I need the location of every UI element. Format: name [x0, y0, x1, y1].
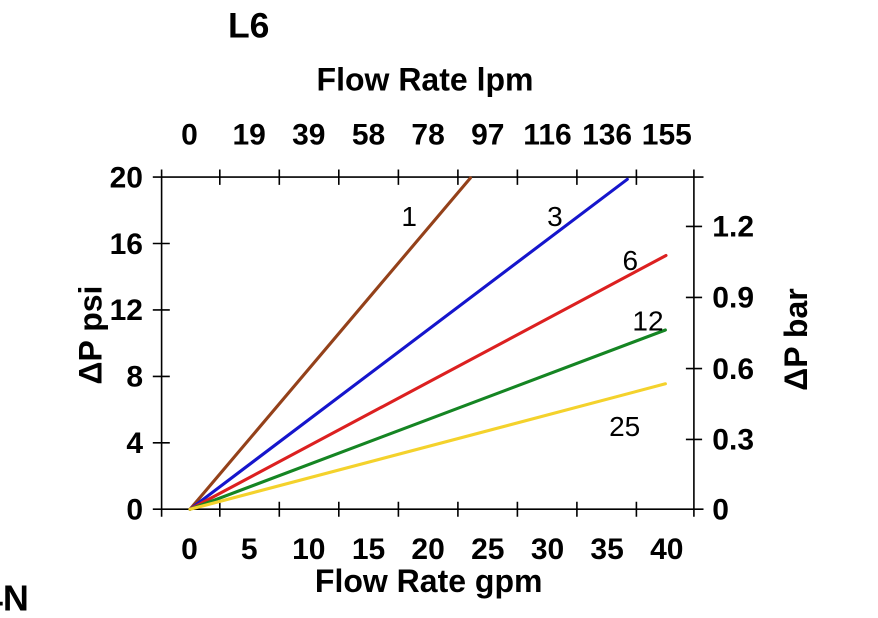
svg-text:16: 16	[110, 228, 143, 261]
svg-text:25: 25	[471, 533, 504, 566]
svg-text:40: 40	[650, 533, 683, 566]
svg-text:1.2: 1.2	[712, 211, 754, 244]
svg-text:58: 58	[352, 119, 385, 152]
svg-text:97: 97	[471, 119, 504, 152]
svg-text:20: 20	[110, 161, 143, 194]
svg-text:4N: 4N	[0, 577, 29, 618]
svg-text:0.6: 0.6	[712, 353, 754, 386]
svg-text:Flow Rate gpm: Flow Rate gpm	[315, 563, 543, 599]
svg-text:Flow Rate lpm: Flow Rate lpm	[317, 61, 534, 97]
svg-text:30: 30	[531, 533, 564, 566]
svg-text:8: 8	[126, 361, 143, 394]
svg-text:ΔP psi: ΔP psi	[73, 286, 109, 385]
svg-text:20: 20	[411, 533, 444, 566]
svg-text:3: 3	[547, 201, 563, 232]
svg-text:0.9: 0.9	[712, 282, 754, 315]
svg-text:15: 15	[352, 533, 385, 566]
svg-text:155: 155	[642, 119, 692, 152]
svg-text:0: 0	[181, 533, 198, 566]
svg-text:1: 1	[401, 201, 417, 232]
svg-text:35: 35	[590, 533, 623, 566]
svg-text:78: 78	[411, 119, 444, 152]
svg-text:10: 10	[292, 533, 325, 566]
svg-text:116: 116	[523, 119, 571, 152]
svg-text:136: 136	[582, 119, 632, 152]
svg-text:25: 25	[609, 411, 640, 442]
svg-text:0.3: 0.3	[712, 424, 754, 457]
svg-text:12: 12	[632, 305, 663, 336]
svg-text:5: 5	[241, 533, 258, 566]
svg-text:0: 0	[181, 119, 198, 152]
svg-text:39: 39	[292, 119, 325, 152]
svg-text:6: 6	[623, 245, 639, 276]
svg-text:L6: L6	[228, 6, 269, 46]
svg-text:ΔP bar: ΔP bar	[778, 288, 814, 390]
svg-text:12: 12	[110, 294, 143, 327]
svg-text:0: 0	[712, 494, 729, 527]
svg-text:0: 0	[126, 494, 143, 527]
svg-text:19: 19	[233, 119, 266, 152]
svg-text:4: 4	[126, 427, 143, 460]
